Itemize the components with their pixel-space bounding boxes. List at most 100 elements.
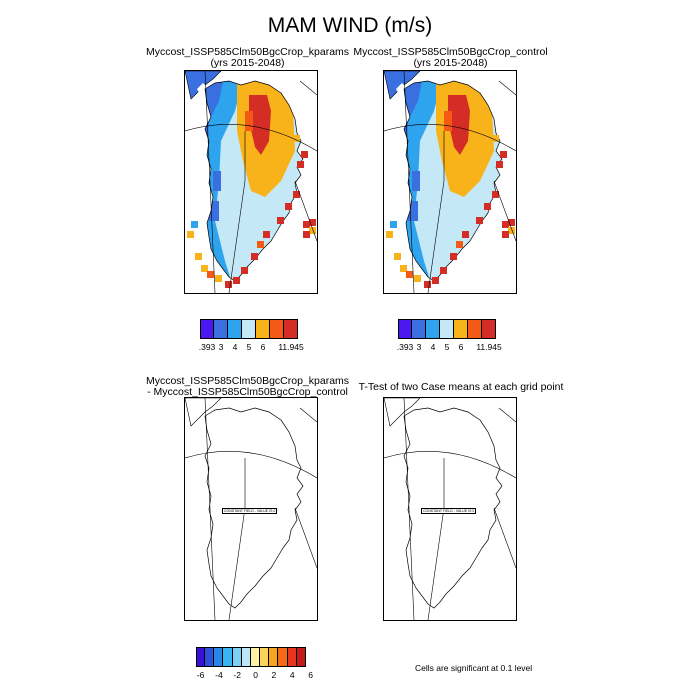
figure-title: MAM WIND (m/s) (267, 14, 433, 37)
colorbar-swatch (440, 320, 454, 338)
colorbar-swatch (256, 320, 270, 338)
colorbar-tick-label: -6 (196, 670, 205, 680)
wind-cell (251, 253, 258, 260)
colorbar-tick-label: 4 (430, 342, 436, 352)
wind-cell (424, 281, 431, 288)
longitude-line (299, 407, 317, 423)
wind-cell (412, 171, 420, 191)
colorbar-swatch (398, 320, 412, 338)
wind-cell (303, 231, 310, 238)
panel-title-kparams: Myccost_ISSP585Clm50BgcCrop_kparams (yrs… (140, 47, 355, 69)
longitude-line (427, 507, 445, 620)
wind-cell (386, 231, 393, 238)
graticule (185, 398, 317, 620)
colorbar-swatch (214, 320, 228, 338)
colorbar-tick-label: 0 (253, 670, 258, 680)
colorbar-swatch (214, 648, 224, 666)
wind-cell (450, 253, 457, 260)
wind-cell (496, 161, 503, 168)
wind-cell (456, 241, 463, 248)
wind-cell (404, 81, 424, 161)
longitude-line (204, 398, 216, 620)
graticule (384, 71, 516, 293)
coastline (403, 407, 503, 609)
coastline (403, 80, 503, 282)
graticule (384, 398, 516, 620)
longitude-line (427, 180, 445, 293)
colorbar-tick-label: 4 (289, 670, 295, 680)
colorbar-swatch (287, 648, 297, 666)
latitude-line (384, 451, 516, 479)
wind-cell (400, 265, 407, 272)
colorbar-labels: .393 3 4 5 6 11.945 (397, 339, 502, 352)
wind-cell (492, 191, 499, 198)
wind-cell (303, 221, 310, 228)
colorbar-tick-label: 6 (308, 670, 313, 680)
panel-title-difference-line1: Myccost_ISSP585Clm50BgcCrop_kparams (145, 375, 350, 387)
wind-cell (462, 231, 469, 238)
colorbar-swatch (205, 648, 215, 666)
colorbar-swatch (250, 648, 261, 666)
longitude-line (228, 180, 246, 293)
wind-cell (492, 135, 499, 142)
wind-cell (257, 241, 264, 248)
colorbar-swatch (269, 648, 279, 666)
colorbar-swatch (200, 320, 214, 338)
colorbar-tick-label: 11.945 (278, 342, 304, 352)
wind-cell (209, 201, 219, 221)
panel-title-control-line1: Myccost_ISSP585Clm50BgcCrop_control (353, 46, 548, 58)
colorbar-tick-label: -2 (233, 670, 242, 680)
longitude-line (294, 507, 317, 569)
constant-field-label: CONSTANT FIELD - VALUE IS 0 (421, 508, 477, 514)
wind-cell (448, 95, 470, 155)
colorbar-swatch (284, 320, 298, 338)
colorbar-swatch (270, 320, 284, 338)
panel-title-difference-line2: - Myccost_ISSP585Clm50BgcCrop_control (147, 386, 348, 398)
colorbar-tick-label: 5 (444, 342, 450, 352)
wind-cell (213, 171, 221, 191)
wind-cell (502, 231, 509, 238)
wind-cell (309, 219, 316, 226)
colorbar-swatch (468, 320, 482, 338)
panel-title-kparams-years: (yrs 2015-2048) (210, 57, 285, 69)
wind-cell (414, 275, 421, 282)
colorbar-kparams: .393 3 4 5 6 11.945 (198, 319, 304, 352)
colorbar-tick-label: -4 (215, 670, 223, 680)
significance-note: Cells are significant at 0.1 level (415, 663, 533, 673)
wind-cell (500, 151, 507, 158)
colorbar-labels: .393 3 4 5 6 11.945 (198, 339, 304, 352)
wind-cell (301, 151, 308, 158)
wind-cell (297, 161, 304, 168)
wind-cell (263, 231, 270, 238)
difference-map (185, 398, 317, 620)
colorbar-tick-label: .393 (198, 342, 216, 352)
wind-cell (225, 281, 232, 288)
wind-cell (508, 227, 515, 234)
colorbar-swatch (426, 320, 440, 338)
coastal-cells (187, 135, 316, 288)
panel-title-kparams-line1: Myccost_ISSP585Clm50BgcCrop_kparams (145, 46, 350, 58)
colorbar-control: .393 3 4 5 6 11.945 (397, 319, 502, 352)
colorbar-tick-label: 5 (246, 342, 252, 352)
wind-cell (502, 221, 509, 228)
wind-cell (508, 219, 515, 226)
map-panel-difference: CONSTANT FIELD - VALUE IS 0 (184, 397, 318, 621)
wind-cell (227, 221, 243, 261)
coastline (204, 407, 304, 609)
colorbar-swatches (196, 647, 306, 667)
wind-cell (408, 201, 418, 221)
wind-cell (484, 203, 491, 210)
wind-cell (390, 221, 397, 228)
colorbar-swatch (196, 648, 206, 666)
colorbar-swatch (228, 320, 242, 338)
wind-map-kparams (185, 71, 317, 293)
sea-ice-patch (197, 83, 207, 93)
wind-cell (293, 135, 300, 142)
ellesmere-island (384, 398, 421, 427)
colorbar-tick-label: 3 (416, 342, 422, 352)
colorbar-tick-label: 4 (232, 342, 238, 352)
longitude-line (493, 507, 516, 569)
longitude-line (493, 180, 516, 242)
colorbar-swatch (412, 320, 426, 338)
constant-field-label: CONSTANT FIELD - VALUE IS 0 (222, 508, 278, 514)
